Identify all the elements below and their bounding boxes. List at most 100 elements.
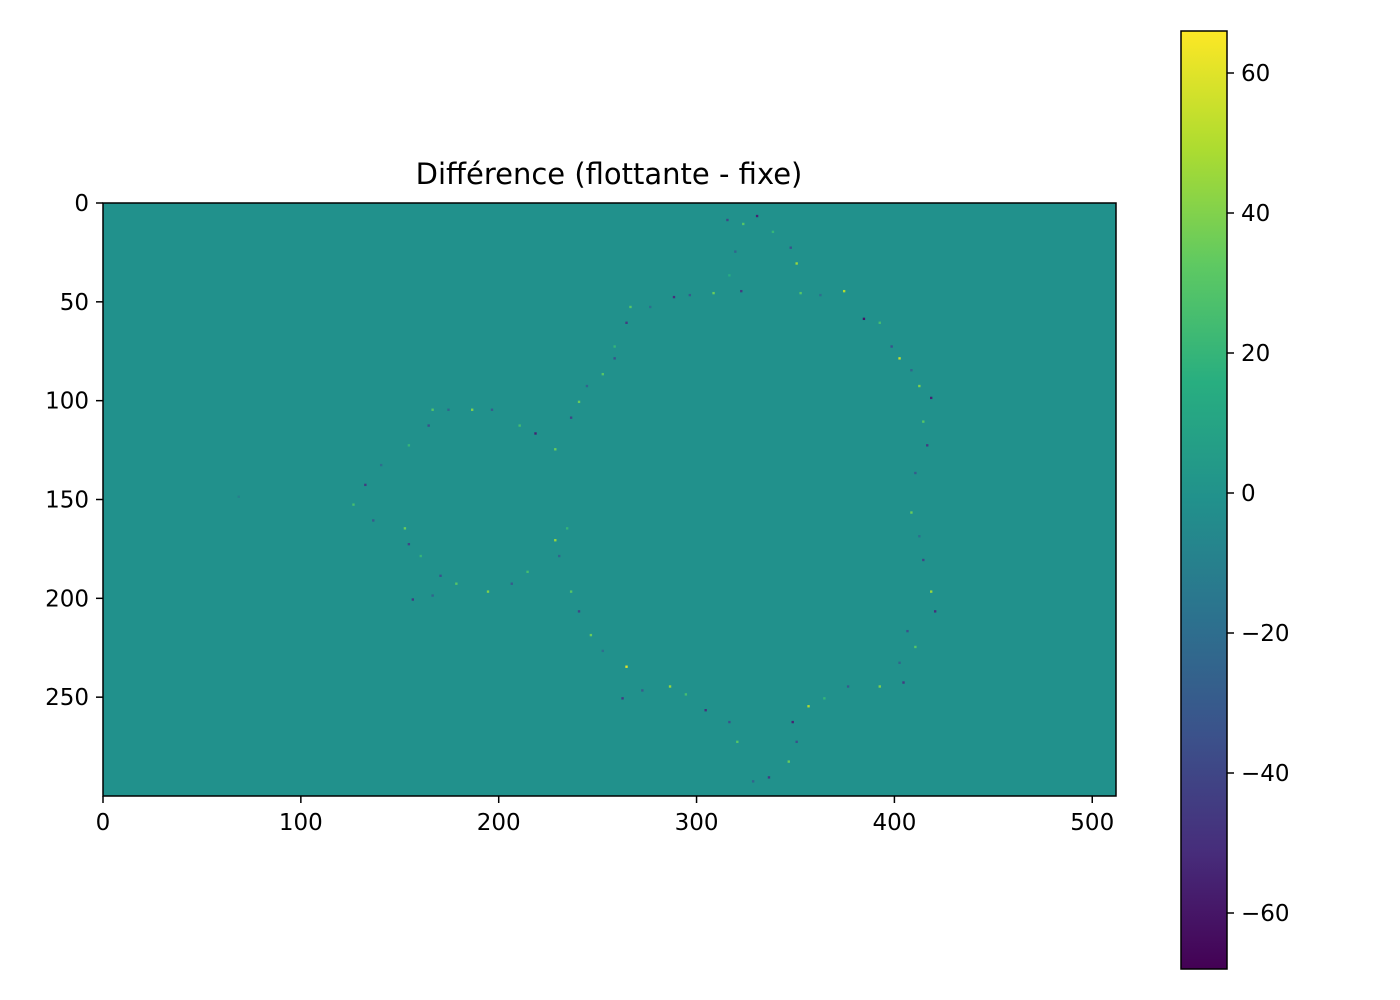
heatmap-plot — [102, 202, 1117, 797]
heatmap-pixel — [601, 649, 604, 653]
heatmap-pixel — [601, 372, 604, 376]
heatmap-pixel — [842, 289, 846, 293]
heatmap-pixel — [569, 590, 573, 593]
heatmap-pixel — [914, 471, 917, 475]
heatmap-pixel — [930, 590, 933, 593]
heatmap-pixel — [237, 495, 240, 498]
colorbar-tick-label: −40 — [1241, 761, 1290, 787]
heatmap-pixel — [427, 424, 430, 427]
x-tick-label: 400 — [872, 810, 916, 836]
colorbar-tick-label: 60 — [1241, 61, 1270, 87]
colorbar: 60 40 20 0 −20 −40 −60 — [1180, 30, 1290, 970]
heatmap-pixel — [910, 369, 913, 372]
heatmap-pixel — [819, 293, 822, 297]
heatmap-pixel — [906, 629, 909, 633]
heatmap-pixel — [791, 720, 794, 724]
heatmap-pixel — [933, 610, 937, 613]
colorbar-frame — [1180, 30, 1228, 970]
heatmap-pixel — [379, 463, 383, 467]
y-axis: 0 50 100 150 200 250 — [45, 191, 103, 711]
y-tick-label: 0 — [74, 191, 89, 217]
x-tick-label: 100 — [279, 810, 323, 836]
heatmap-pixel — [862, 317, 866, 321]
y-tick-label: 150 — [45, 488, 89, 514]
x-tick-label: 0 — [96, 810, 111, 836]
colorbar-tick-label: 0 — [1241, 481, 1256, 507]
heatmap-pixel — [736, 740, 739, 744]
heatmap-pixel — [486, 590, 490, 593]
heatmap-pixel — [431, 594, 434, 597]
y-tick-label: 200 — [45, 586, 89, 612]
heatmap-pixel — [554, 448, 557, 451]
heatmap-pixel — [352, 503, 355, 506]
heatmap-pixel — [589, 633, 593, 637]
heatmap-pixel — [898, 661, 901, 664]
heatmap-pixel — [878, 321, 881, 324]
heatmap-pixel — [372, 519, 375, 522]
heatmap-pixel — [898, 357, 901, 360]
heatmap-pixel — [751, 780, 755, 783]
heatmap-background — [103, 203, 1116, 796]
heatmap-pixel — [755, 214, 759, 218]
heatmap-pixel — [672, 295, 676, 299]
heatmap-pixel — [728, 274, 731, 277]
heatmap-pixel — [526, 570, 529, 574]
heatmap-pixel — [902, 681, 905, 684]
heatmap-pixel — [846, 685, 850, 688]
heatmap-pixel — [403, 527, 407, 530]
heatmap-pixel — [558, 554, 561, 558]
heatmap-pixel — [771, 230, 775, 234]
heatmap-pixel — [688, 293, 692, 297]
heatmap-pixel — [922, 420, 925, 423]
heatmap-pixel — [684, 693, 688, 696]
heatmap-pixel — [534, 432, 537, 435]
heatmap-pixel — [554, 539, 557, 542]
heatmap-pixel — [930, 396, 933, 400]
heatmap-pixel — [712, 291, 715, 295]
heatmap-pixel — [641, 689, 644, 692]
y-tick-label: 100 — [45, 389, 89, 415]
heatmap-pixel — [910, 511, 913, 514]
colorbar-gradient — [1181, 31, 1227, 969]
heatmap-pixel — [795, 740, 798, 744]
colorbar-tick-label: 20 — [1241, 341, 1270, 367]
heatmap-pixel — [577, 400, 581, 404]
heatmap-pixel — [364, 483, 367, 487]
heatmap-pixel — [407, 542, 411, 546]
heatmap-pixel — [787, 760, 790, 763]
heatmap-pixel — [878, 685, 881, 688]
chart-title: Différence (flottante - fixe) — [416, 157, 803, 191]
heatmap-pixel — [625, 665, 628, 668]
heatmap-pixel — [419, 554, 422, 558]
heatmap-pixel — [926, 444, 929, 447]
x-tick-label: 500 — [1070, 810, 1114, 836]
heatmap-pixel — [625, 321, 628, 324]
heatmap-pixel — [704, 709, 707, 712]
heatmap-pixel — [649, 305, 652, 309]
heatmap-pixel — [613, 345, 616, 348]
colorbar-tick-label: −60 — [1241, 901, 1290, 927]
heatmap-pixel — [922, 558, 925, 562]
heatmap-pixel — [510, 582, 513, 585]
heatmap-pixel — [490, 408, 494, 411]
colorbar-tick-label: 40 — [1241, 201, 1270, 227]
heatmap-pixel — [431, 408, 434, 411]
heatmap-pixel — [799, 291, 802, 295]
heatmap-pixel — [740, 289, 743, 293]
heatmap-pixel — [577, 610, 581, 613]
colorbar-tick-label: −20 — [1241, 621, 1290, 647]
heatmap-pixel — [742, 222, 745, 226]
y-tick-label: 50 — [60, 290, 89, 316]
heatmap-pixel — [613, 357, 616, 360]
heatmap-pixel — [767, 776, 771, 779]
heatmap-pixel — [918, 384, 921, 388]
heatmap-pixel — [621, 697, 624, 700]
heatmap-pixel — [447, 408, 450, 411]
heatmap-pixel — [726, 218, 729, 222]
heatmap-pixel — [918, 535, 921, 538]
heatmap-pixel — [734, 250, 737, 253]
heatmap-pixel — [585, 384, 589, 388]
heatmap-pixel — [411, 598, 415, 601]
y-tick-label: 250 — [45, 685, 89, 711]
